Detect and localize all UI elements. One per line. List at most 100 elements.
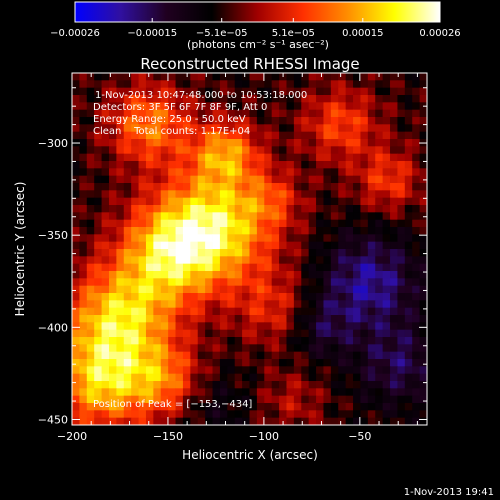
heatmap-cell xyxy=(190,124,199,133)
heatmap-cell xyxy=(382,241,391,250)
heatmap-cell xyxy=(279,395,287,404)
heatmap-cell xyxy=(168,227,176,235)
heatmap-cell xyxy=(212,403,221,411)
heatmap-cell xyxy=(301,95,310,103)
heatmap-cell xyxy=(94,95,102,103)
heatmap-cell xyxy=(271,87,280,96)
heatmap-cell xyxy=(404,293,413,301)
heatmap-cell xyxy=(212,329,221,338)
heatmap-cell xyxy=(412,381,421,389)
heatmap-cell xyxy=(79,190,88,199)
heatmap-cell xyxy=(145,403,154,411)
heatmap-cell xyxy=(153,359,162,367)
heatmap-cell xyxy=(249,344,258,353)
heatmap-cell xyxy=(190,249,199,257)
heatmap-cell xyxy=(375,109,384,118)
heatmap-cell xyxy=(182,300,191,309)
heatmap-cell xyxy=(271,139,280,147)
heatmap-cell xyxy=(367,168,376,177)
heatmap-cell xyxy=(227,168,236,177)
heatmap-cell xyxy=(412,403,421,411)
heatmap-cell xyxy=(116,212,125,221)
heatmap-cell xyxy=(286,403,295,411)
heatmap-cell xyxy=(197,263,206,272)
heatmap-cell xyxy=(419,197,428,206)
heatmap-cell xyxy=(367,153,376,162)
heatmap-cell xyxy=(264,227,273,235)
heatmap-cell xyxy=(338,315,347,323)
heatmap-cell xyxy=(219,322,228,331)
heatmap-cell xyxy=(86,183,95,191)
heatmap-cell xyxy=(197,139,206,147)
heatmap-cell xyxy=(153,344,162,353)
heatmap-cell xyxy=(182,366,191,375)
heatmap-cell xyxy=(72,227,80,235)
heatmap-cell xyxy=(168,102,176,111)
heatmap-cell xyxy=(101,263,110,272)
heatmap-cell xyxy=(330,366,339,375)
heatmap-cell xyxy=(145,146,154,155)
heatmap-cell xyxy=(256,153,265,162)
colorbar-tick-label: 0.00015 xyxy=(342,28,383,39)
colorbar-ticks: −0.00026 −0.00015 −5.1e−05 5.1e−05 0.00015 0.… xyxy=(50,18,461,39)
heatmap-cell xyxy=(138,80,147,89)
chart-title: Reconstructed RHESSI Image xyxy=(140,55,359,73)
heatmap-cell xyxy=(330,227,339,235)
heatmap-cell xyxy=(94,80,102,89)
heatmap-cell xyxy=(101,241,110,250)
heatmap-cell xyxy=(323,315,332,323)
heatmap-cell xyxy=(279,373,287,382)
heatmap-cell xyxy=(323,234,332,243)
heatmap-cell xyxy=(86,344,95,353)
heatmap-cell xyxy=(123,263,132,272)
heatmap-cell xyxy=(323,197,332,206)
heatmap-cell xyxy=(404,80,413,89)
heatmap-cell xyxy=(138,197,147,206)
heatmap-cell xyxy=(353,278,361,287)
heatmap-cell xyxy=(242,417,250,426)
heatmap-cell xyxy=(108,315,117,323)
heatmap-cell xyxy=(79,381,88,389)
heatmap-cell xyxy=(86,366,95,375)
heatmap-cell xyxy=(131,234,139,243)
heatmap-cell xyxy=(197,241,206,250)
heatmap-cell xyxy=(108,300,117,309)
heatmap-cell xyxy=(412,249,421,257)
heatmap-cell xyxy=(72,234,80,243)
heatmap-cell xyxy=(286,241,295,250)
heatmap-cell xyxy=(205,373,213,382)
heatmap-cell xyxy=(168,300,176,309)
heatmap-cell xyxy=(419,410,428,419)
heatmap-cell xyxy=(404,95,413,103)
heatmap-cell xyxy=(116,307,125,316)
heatmap-cell xyxy=(160,395,169,404)
heatmap-cell xyxy=(345,102,354,111)
heatmap-cell xyxy=(293,197,302,206)
heatmap-cell xyxy=(286,278,295,287)
heatmap-cell xyxy=(123,256,132,265)
heatmap-cell xyxy=(316,285,324,294)
heatmap-cell xyxy=(197,373,206,382)
heatmap-cell xyxy=(353,80,361,89)
heatmap-cell xyxy=(212,146,221,155)
heatmap-cell xyxy=(367,249,376,257)
heatmap-cell xyxy=(168,263,176,272)
heatmap-cell xyxy=(271,373,280,382)
heatmap-cell xyxy=(190,381,199,389)
heatmap-cell xyxy=(390,263,398,272)
heatmap-cell xyxy=(101,73,110,81)
heatmap-cell xyxy=(72,417,80,426)
heatmap-cell xyxy=(108,139,117,147)
heatmap-cell xyxy=(404,249,413,257)
heatmap-cell xyxy=(286,161,295,169)
heatmap-cell xyxy=(242,175,250,184)
heatmap-cell xyxy=(138,395,147,404)
heatmap-cell xyxy=(72,300,80,309)
heatmap-cell xyxy=(375,373,384,382)
heatmap-cell xyxy=(72,315,80,323)
heatmap-cell xyxy=(382,139,391,147)
heatmap-cell xyxy=(190,344,199,353)
heatmap-cell xyxy=(219,219,228,228)
heatmap-cell xyxy=(330,315,339,323)
heatmap-cell xyxy=(153,95,162,103)
